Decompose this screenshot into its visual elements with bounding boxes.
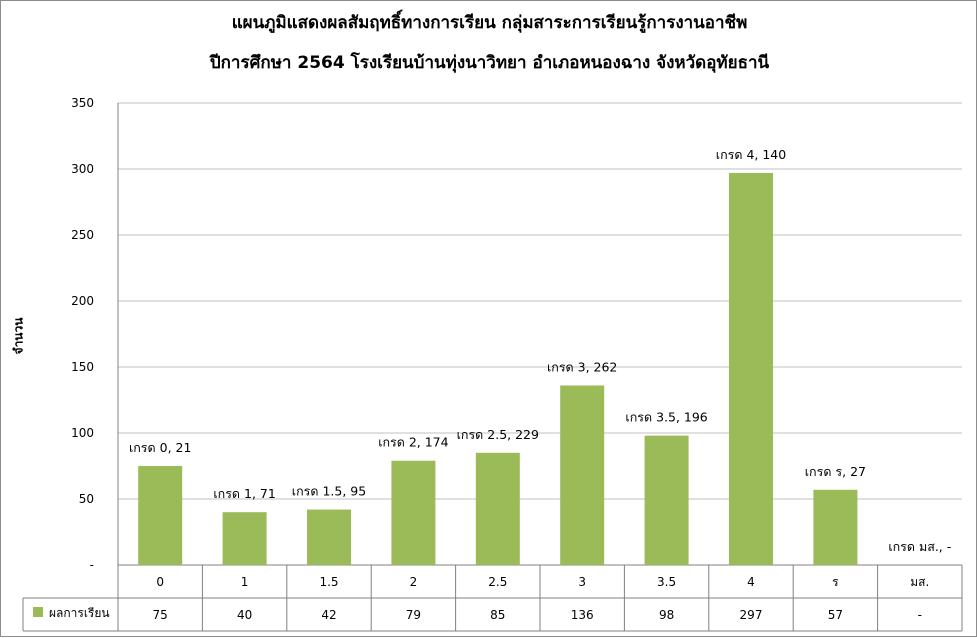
data-label: เกรด 1.5, 95 xyxy=(292,484,366,499)
category-label: 3.5 xyxy=(657,575,676,589)
y-tick-label: 350 xyxy=(71,96,94,110)
bar xyxy=(307,509,351,565)
data-label: เกรด 1, 71 xyxy=(213,486,275,501)
bar xyxy=(813,489,858,565)
y-tick-label: 50 xyxy=(79,492,94,506)
bar xyxy=(644,435,689,565)
bar xyxy=(475,452,520,565)
data-label: เกรด 2.5, 229 xyxy=(457,427,539,442)
y-tick-label: 250 xyxy=(71,228,94,242)
category-label: 0 xyxy=(156,575,164,589)
y-tick-label: 300 xyxy=(71,162,94,176)
chart-subtitle: ปีการศึกษา 2564 โรงเรียนบ้านทุ่งนาวิทยา … xyxy=(209,53,770,73)
data-label: เกรด มส., - xyxy=(888,539,951,554)
table-value: 98 xyxy=(659,608,674,622)
bar xyxy=(560,385,605,565)
table-value: 85 xyxy=(490,608,505,622)
data-label: เกรด 3, 262 xyxy=(547,359,617,374)
data-label: เกรด 3.5, 196 xyxy=(625,410,707,425)
table-value: 57 xyxy=(828,608,843,622)
bar xyxy=(391,460,436,565)
category-label: ร xyxy=(832,575,839,589)
table-value: 42 xyxy=(321,608,336,622)
data-label: เกรด 0, 21 xyxy=(129,440,191,455)
data-label: เกรด ร, 27 xyxy=(805,464,866,479)
table-value: 75 xyxy=(153,608,168,622)
y-tick-label: 150 xyxy=(71,360,94,374)
y-tick-label: 200 xyxy=(71,294,94,308)
data-label: เกรด 2, 174 xyxy=(378,435,448,450)
category-label: 3 xyxy=(578,575,586,589)
legend-swatch xyxy=(33,607,43,617)
y-tick-label: 100 xyxy=(71,426,94,440)
data-label: เกรด 4, 140 xyxy=(716,147,786,162)
category-label: 4 xyxy=(747,575,755,589)
category-label: 1.5 xyxy=(319,575,338,589)
table-value: 297 xyxy=(740,608,763,622)
table-value: 79 xyxy=(406,608,421,622)
table-value: - xyxy=(918,608,922,622)
bar xyxy=(729,172,773,565)
table-value: 40 xyxy=(237,608,252,622)
legend-label: ผลการเรียน xyxy=(49,606,110,620)
category-label: มส. xyxy=(910,575,929,589)
category-label: 1 xyxy=(241,575,249,589)
bar xyxy=(138,466,183,565)
chart-title: แผนภูมิแสดงผลสัมฤทธิ์ทางการเรียน กลุ่มสา… xyxy=(231,13,748,33)
category-label: 2.5 xyxy=(488,575,507,589)
category-label: 2 xyxy=(410,575,418,589)
table-value: 136 xyxy=(571,608,594,622)
y-tick-label: - xyxy=(90,558,94,572)
bar xyxy=(222,512,267,565)
